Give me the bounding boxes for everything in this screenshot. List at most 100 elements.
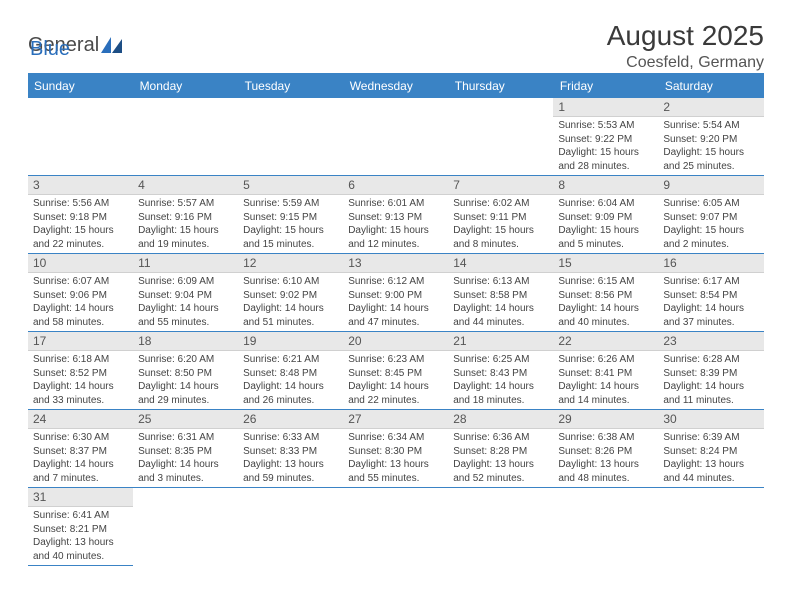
day-sr: Sunrise: 6:38 AM bbox=[558, 431, 653, 445]
day-content: Sunrise: 6:20 AMSunset: 8:50 PMDaylight:… bbox=[133, 351, 238, 409]
day-content: Sunrise: 6:41 AMSunset: 8:21 PMDaylight:… bbox=[28, 507, 133, 565]
day-sr: Sunrise: 6:20 AM bbox=[138, 353, 233, 367]
col-header: Friday bbox=[553, 74, 658, 98]
day-content: Sunrise: 6:23 AMSunset: 8:45 PMDaylight:… bbox=[343, 351, 448, 409]
day-number: 6 bbox=[343, 176, 448, 195]
day-number: 28 bbox=[448, 410, 553, 429]
day-content: Sunrise: 5:59 AMSunset: 9:15 PMDaylight:… bbox=[238, 195, 343, 253]
day-cell: 9Sunrise: 6:05 AMSunset: 9:07 PMDaylight… bbox=[658, 176, 763, 254]
day-number: 27 bbox=[343, 410, 448, 429]
day-cell: 21Sunrise: 6:25 AMSunset: 8:43 PMDayligh… bbox=[448, 332, 553, 410]
day-cell bbox=[238, 98, 343, 176]
day-number: 13 bbox=[343, 254, 448, 273]
day-sr: Sunrise: 6:34 AM bbox=[348, 431, 443, 445]
day-sr: Sunrise: 6:31 AM bbox=[138, 431, 233, 445]
day-ss: Sunset: 9:15 PM bbox=[243, 211, 338, 225]
day-content: Sunrise: 6:36 AMSunset: 8:28 PMDaylight:… bbox=[448, 429, 553, 487]
day-dl: Daylight: 15 hours and 25 minutes. bbox=[663, 146, 758, 173]
day-sr: Sunrise: 6:12 AM bbox=[348, 275, 443, 289]
day-cell bbox=[343, 98, 448, 176]
day-dl: Daylight: 14 hours and 11 minutes. bbox=[663, 380, 758, 407]
day-content: Sunrise: 6:15 AMSunset: 8:56 PMDaylight:… bbox=[553, 273, 658, 331]
week-row: 10Sunrise: 6:07 AMSunset: 9:06 PMDayligh… bbox=[28, 254, 764, 332]
day-ss: Sunset: 8:54 PM bbox=[663, 289, 758, 303]
day-content: Sunrise: 6:12 AMSunset: 9:00 PMDaylight:… bbox=[343, 273, 448, 331]
day-sr: Sunrise: 6:01 AM bbox=[348, 197, 443, 211]
day-cell: 25Sunrise: 6:31 AMSunset: 8:35 PMDayligh… bbox=[133, 410, 238, 488]
day-cell: 18Sunrise: 6:20 AMSunset: 8:50 PMDayligh… bbox=[133, 332, 238, 410]
day-dl: Daylight: 14 hours and 55 minutes. bbox=[138, 302, 233, 329]
logo-sail-icon bbox=[101, 37, 123, 53]
col-header: Thursday bbox=[448, 74, 553, 98]
day-dl: Daylight: 15 hours and 19 minutes. bbox=[138, 224, 233, 251]
day-number: 23 bbox=[658, 332, 763, 351]
day-ss: Sunset: 9:02 PM bbox=[243, 289, 338, 303]
day-number: 30 bbox=[658, 410, 763, 429]
calendar-table: SundayMondayTuesdayWednesdayThursdayFrid… bbox=[28, 73, 764, 566]
logo-text-blue: Blue bbox=[30, 38, 70, 60]
day-number: 17 bbox=[28, 332, 133, 351]
day-number: 12 bbox=[238, 254, 343, 273]
day-cell: 8Sunrise: 6:04 AMSunset: 9:09 PMDaylight… bbox=[553, 176, 658, 254]
day-content: Sunrise: 6:05 AMSunset: 9:07 PMDaylight:… bbox=[658, 195, 763, 253]
day-dl: Daylight: 15 hours and 5 minutes. bbox=[558, 224, 653, 251]
day-cell: 3Sunrise: 5:56 AMSunset: 9:18 PMDaylight… bbox=[28, 176, 133, 254]
day-dl: Daylight: 14 hours and 22 minutes. bbox=[348, 380, 443, 407]
day-cell bbox=[28, 98, 133, 176]
day-ss: Sunset: 9:11 PM bbox=[453, 211, 548, 225]
day-sr: Sunrise: 6:39 AM bbox=[663, 431, 758, 445]
day-dl: Daylight: 13 hours and 55 minutes. bbox=[348, 458, 443, 485]
day-ss: Sunset: 8:43 PM bbox=[453, 367, 548, 381]
day-dl: Daylight: 13 hours and 44 minutes. bbox=[663, 458, 758, 485]
day-ss: Sunset: 8:56 PM bbox=[558, 289, 653, 303]
day-sr: Sunrise: 6:28 AM bbox=[663, 353, 758, 367]
day-cell: 6Sunrise: 6:01 AMSunset: 9:13 PMDaylight… bbox=[343, 176, 448, 254]
day-ss: Sunset: 8:37 PM bbox=[33, 445, 128, 459]
location: Coesfeld, Germany bbox=[607, 54, 764, 72]
day-dl: Daylight: 13 hours and 48 minutes. bbox=[558, 458, 653, 485]
week-row: 17Sunrise: 6:18 AMSunset: 8:52 PMDayligh… bbox=[28, 332, 764, 410]
day-dl: Daylight: 14 hours and 40 minutes. bbox=[558, 302, 653, 329]
day-ss: Sunset: 8:35 PM bbox=[138, 445, 233, 459]
day-cell: 28Sunrise: 6:36 AMSunset: 8:28 PMDayligh… bbox=[448, 410, 553, 488]
day-cell: 14Sunrise: 6:13 AMSunset: 8:58 PMDayligh… bbox=[448, 254, 553, 332]
day-dl: Daylight: 14 hours and 14 minutes. bbox=[558, 380, 653, 407]
day-sr: Sunrise: 6:36 AM bbox=[453, 431, 548, 445]
day-content: Sunrise: 6:02 AMSunset: 9:11 PMDaylight:… bbox=[448, 195, 553, 253]
day-number: 10 bbox=[28, 254, 133, 273]
day-dl: Daylight: 14 hours and 37 minutes. bbox=[663, 302, 758, 329]
day-content: Sunrise: 6:34 AMSunset: 8:30 PMDaylight:… bbox=[343, 429, 448, 487]
day-sr: Sunrise: 6:07 AM bbox=[33, 275, 128, 289]
day-cell: 4Sunrise: 5:57 AMSunset: 9:16 PMDaylight… bbox=[133, 176, 238, 254]
day-ss: Sunset: 9:20 PM bbox=[663, 133, 758, 147]
day-number: 14 bbox=[448, 254, 553, 273]
day-content: Sunrise: 6:30 AMSunset: 8:37 PMDaylight:… bbox=[28, 429, 133, 487]
day-ss: Sunset: 8:48 PM bbox=[243, 367, 338, 381]
day-dl: Daylight: 14 hours and 33 minutes. bbox=[33, 380, 128, 407]
day-content: Sunrise: 6:18 AMSunset: 8:52 PMDaylight:… bbox=[28, 351, 133, 409]
day-ss: Sunset: 8:24 PM bbox=[663, 445, 758, 459]
day-sr: Sunrise: 6:33 AM bbox=[243, 431, 338, 445]
day-number: 31 bbox=[28, 488, 133, 507]
day-cell: 12Sunrise: 6:10 AMSunset: 9:02 PMDayligh… bbox=[238, 254, 343, 332]
day-dl: Daylight: 15 hours and 22 minutes. bbox=[33, 224, 128, 251]
calendar-body: 1Sunrise: 5:53 AMSunset: 9:22 PMDaylight… bbox=[28, 98, 764, 566]
day-content: Sunrise: 6:13 AMSunset: 8:58 PMDaylight:… bbox=[448, 273, 553, 331]
day-sr: Sunrise: 6:10 AM bbox=[243, 275, 338, 289]
day-number: 18 bbox=[133, 332, 238, 351]
day-sr: Sunrise: 6:05 AM bbox=[663, 197, 758, 211]
day-number: 8 bbox=[553, 176, 658, 195]
title-block: August 2025 Coesfeld, Germany bbox=[607, 20, 764, 72]
day-ss: Sunset: 9:18 PM bbox=[33, 211, 128, 225]
day-number: 2 bbox=[658, 98, 763, 117]
day-cell: 22Sunrise: 6:26 AMSunset: 8:41 PMDayligh… bbox=[553, 332, 658, 410]
day-number: 24 bbox=[28, 410, 133, 429]
day-ss: Sunset: 8:33 PM bbox=[243, 445, 338, 459]
day-content: Sunrise: 6:28 AMSunset: 8:39 PMDaylight:… bbox=[658, 351, 763, 409]
week-row: 31Sunrise: 6:41 AMSunset: 8:21 PMDayligh… bbox=[28, 488, 764, 566]
day-number: 4 bbox=[133, 176, 238, 195]
day-ss: Sunset: 8:41 PM bbox=[558, 367, 653, 381]
day-sr: Sunrise: 6:23 AM bbox=[348, 353, 443, 367]
day-cell bbox=[448, 488, 553, 566]
day-content: Sunrise: 6:21 AMSunset: 8:48 PMDaylight:… bbox=[238, 351, 343, 409]
